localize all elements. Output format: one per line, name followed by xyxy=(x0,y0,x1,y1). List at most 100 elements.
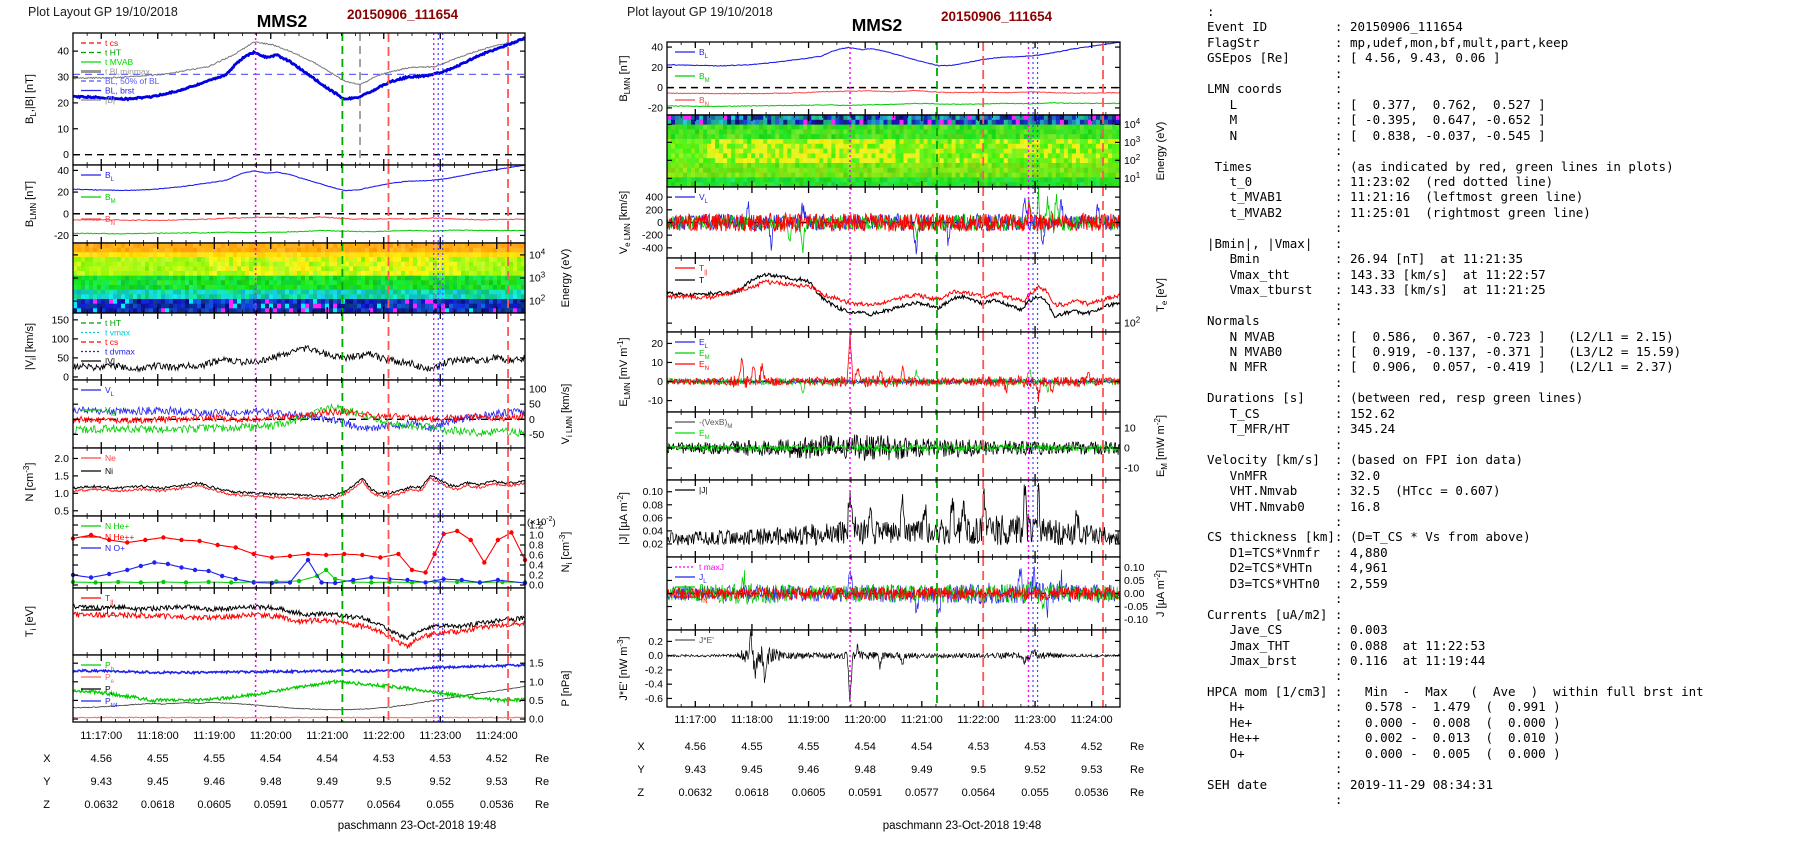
left-plot-footer: paschmann 23-Oct-2018 19:48 xyxy=(337,820,497,832)
svg-text:T: T xyxy=(699,275,704,285)
svg-text:11:22:00: 11:22:00 xyxy=(363,730,405,742)
svg-text:T||: T|| xyxy=(105,593,114,606)
svg-text:Ve LMN [km/s]: Ve LMN [km/s] xyxy=(618,191,632,254)
svg-text:0.0632: 0.0632 xyxy=(84,799,118,811)
svg-text:Energy (eV): Energy (eV) xyxy=(560,249,572,308)
svg-text:-10: -10 xyxy=(648,395,663,407)
left-panel-n-minor: 0.00.20.40.60.81.01.2 Ni [cm-3](×10-2) N H… xyxy=(70,515,574,592)
svg-text:50: 50 xyxy=(57,352,69,364)
middle-plot-stamp: 20150906_111654 xyxy=(941,9,1053,24)
svg-text:4.56: 4.56 xyxy=(91,753,112,765)
svg-text:103: 103 xyxy=(1124,135,1141,149)
svg-text:9.43: 9.43 xyxy=(91,776,112,788)
svg-text:BL, brst: BL, brst xyxy=(105,86,135,96)
svg-text:t BLminmax: t BLminmax xyxy=(105,67,151,77)
svg-text:0: 0 xyxy=(657,82,663,94)
svg-text:0.055: 0.055 xyxy=(426,799,454,811)
svg-text:11:21:00: 11:21:00 xyxy=(306,730,348,742)
svg-text:2.0: 2.0 xyxy=(54,453,69,465)
svg-text:100: 100 xyxy=(51,333,69,345)
svg-text:11:23:00: 11:23:00 xyxy=(419,730,461,742)
svg-text:Ne: Ne xyxy=(105,453,116,463)
svg-text:Ptot: Ptot xyxy=(105,696,118,709)
svg-text:1.5: 1.5 xyxy=(529,658,544,670)
svg-text:VL: VL xyxy=(699,192,709,205)
svg-text:EM: EM xyxy=(699,428,710,441)
svg-text:101: 101 xyxy=(1124,171,1141,185)
svg-text:9.52: 9.52 xyxy=(430,776,451,788)
info-panel-text: : Event ID : 20150906_111654 FlagStr : m… xyxy=(1207,4,1704,808)
svg-text:N [cm-3]: N [cm-3] xyxy=(22,463,36,502)
svg-text:11:18:00: 11:18:00 xyxy=(137,730,179,742)
svg-text:102: 102 xyxy=(1124,153,1141,167)
svg-text:11:17:00: 11:17:00 xyxy=(80,730,122,742)
svg-text:1.0: 1.0 xyxy=(54,488,69,500)
svg-text:t cs: t cs xyxy=(105,337,118,347)
svg-text:Z: Z xyxy=(43,799,50,811)
svg-text:Y: Y xyxy=(43,776,51,788)
svg-text:0: 0 xyxy=(1124,443,1130,455)
middle-plot-footer: paschmann 23-Oct-2018 19:48 xyxy=(882,820,1042,832)
svg-text:150: 150 xyxy=(51,314,69,326)
svg-text:Ni: Ni xyxy=(105,466,113,476)
svg-text:VM: VM xyxy=(105,405,116,418)
svg-text:400: 400 xyxy=(645,192,663,204)
svg-text:t HT: t HT xyxy=(105,48,121,58)
svg-text:4.53: 4.53 xyxy=(373,753,394,765)
svg-text:BN: BN xyxy=(699,95,709,108)
svg-text:104: 104 xyxy=(529,247,546,261)
svg-text:9.45: 9.45 xyxy=(147,776,168,788)
svg-text:0.2: 0.2 xyxy=(529,570,544,582)
svg-text:Re: Re xyxy=(535,753,549,765)
left-position-row-x: X 4.56 4.55 4.55 4.54 4.54 4.53 4.53 4.52 Re xyxy=(43,753,549,765)
svg-text:0.0605: 0.0605 xyxy=(197,799,231,811)
svg-text:50: 50 xyxy=(529,399,541,411)
left-panel-ti: Ti [eV] T||T⊥ xyxy=(24,587,526,656)
svg-text:BLMN [nT]: BLMN [nT] xyxy=(618,55,632,101)
left-time-axis-labels: 11:17:00 11:18:00 11:19:00 11:20:00 11:21:00… xyxy=(80,730,518,742)
svg-text:102: 102 xyxy=(1124,316,1141,330)
svg-text:100: 100 xyxy=(529,384,547,396)
svg-text:Re: Re xyxy=(535,776,549,788)
left-panel-b-lmn: -20 0 20 40 BLMN [nT] BL BM BN xyxy=(24,164,526,244)
svg-text:104: 104 xyxy=(1124,117,1141,131)
svg-text:200: 200 xyxy=(645,204,663,216)
svg-text:4.55: 4.55 xyxy=(147,753,168,765)
svg-text:9.48: 9.48 xyxy=(260,776,281,788)
svg-text:1.0: 1.0 xyxy=(529,530,544,542)
middle-panel-espect: 104 103 102 101 Energy (eV) xyxy=(666,114,1167,188)
svg-text:0.6: 0.6 xyxy=(529,550,544,562)
svg-text:-20: -20 xyxy=(648,102,663,114)
svg-text:EL: EL xyxy=(699,337,709,350)
svg-text:30: 30 xyxy=(57,72,69,84)
svg-text:10: 10 xyxy=(1124,423,1136,435)
svg-text:EM [mW m-2]: EM [mW m-2] xyxy=(1153,415,1169,477)
svg-text:1.0: 1.0 xyxy=(529,676,544,688)
svg-text:0.4: 0.4 xyxy=(529,560,544,572)
svg-text:t HT: t HT xyxy=(105,318,121,328)
svg-text:BL: BL xyxy=(699,47,709,60)
middle-panel-jdote: 0.20.0-0.2-0.4-0.6J*E' [nW m-3] J*E' xyxy=(616,629,1121,708)
svg-text:-400: -400 xyxy=(642,242,663,254)
svg-text:0.5: 0.5 xyxy=(529,695,544,707)
svg-text:Energy (eV): Energy (eV) xyxy=(1155,122,1167,181)
middle-position-row-z: Z 0.0632 0.0618 0.0605 0.0591 0.0577 0.0564 0.0… xyxy=(637,787,1144,799)
svg-text:ELMN [mV m-1]: ELMN [mV m-1] xyxy=(616,337,632,406)
middle-plot-title: MMS2 xyxy=(851,15,903,35)
svg-text:|B|: |B| xyxy=(105,95,115,105)
svg-text:4.54: 4.54 xyxy=(317,753,338,765)
svg-text:0.0: 0.0 xyxy=(529,580,544,592)
svg-text:-(VexB)M: -(VexB)M xyxy=(699,417,732,430)
svg-text:0: 0 xyxy=(63,208,69,220)
svg-text:Vi LMN [km/s]: Vi LMN [km/s] xyxy=(560,384,574,445)
svg-text:40: 40 xyxy=(651,42,663,54)
svg-text:Ti [eV]: Ti [eV] xyxy=(24,606,38,637)
svg-text:Re: Re xyxy=(535,799,549,811)
middle-position-row-y: Y 9.43 9.45 9.46 9.48 9.49 9.5 9.52 9.53 Re xyxy=(637,764,1144,776)
svg-text:4.54: 4.54 xyxy=(260,753,281,765)
middle-panel-te: 102 Te [eV] T||T xyxy=(666,257,1169,333)
svg-text:t dvmax: t dvmax xyxy=(105,347,136,357)
svg-text:102: 102 xyxy=(529,294,546,308)
